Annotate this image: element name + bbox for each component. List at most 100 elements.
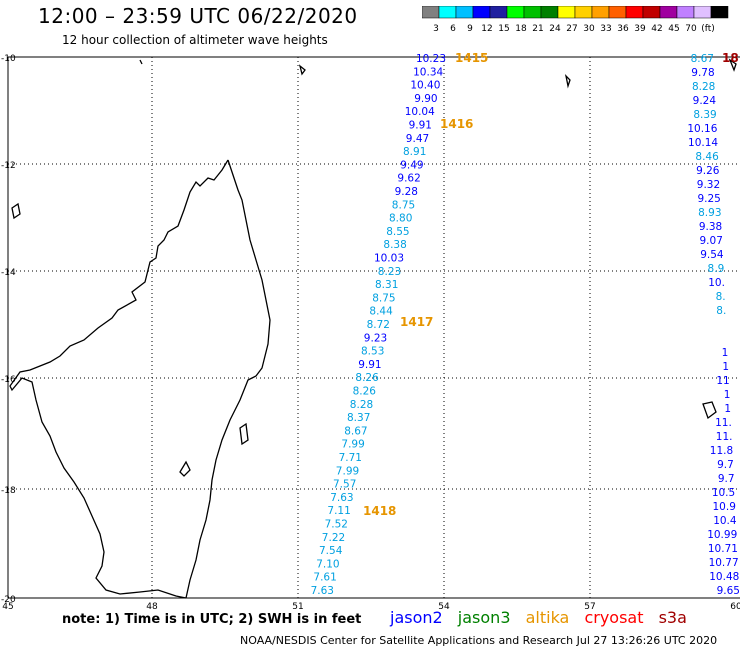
colorbar-label: 39 xyxy=(634,24,646,34)
swh-value: 9.54 xyxy=(700,249,724,261)
swh-value: 9.47 xyxy=(406,133,429,145)
lat-label: -16 xyxy=(1,375,16,385)
swh-value: 8.67 xyxy=(344,425,367,437)
swh-value: 7.11 xyxy=(327,505,350,517)
colorbar-label: 33 xyxy=(600,24,611,34)
lat-label: -18 xyxy=(1,486,16,496)
swh-value: 8.39 xyxy=(693,109,716,121)
swh-value: 9.91 xyxy=(409,120,432,132)
swh-value: 10.9 xyxy=(713,501,736,513)
swh-value: 10.99 xyxy=(707,529,737,541)
swh-value: 10.71 xyxy=(708,543,738,555)
swh-value: 11. xyxy=(715,417,732,429)
lat-label: -12 xyxy=(1,161,16,171)
swh-value: 10.16 xyxy=(687,123,717,135)
swh-value: 10.4 xyxy=(713,515,737,527)
swh-value: 10.5 xyxy=(712,487,735,499)
swh-value: 8.55 xyxy=(386,226,409,238)
swh-value: 10. xyxy=(708,277,725,289)
swh-value: 7.52 xyxy=(325,519,348,531)
colorbar-label: 24 xyxy=(549,24,561,34)
swh-value: 7.54 xyxy=(319,545,343,557)
swh-value: 7.63 xyxy=(311,585,334,597)
swh-value: 8.23 xyxy=(378,266,401,278)
colorbar-swatch xyxy=(710,6,729,19)
swh-value: 9.32 xyxy=(697,179,720,191)
swh-value: 9.25 xyxy=(697,193,720,205)
lon-label: 54 xyxy=(438,602,450,610)
swh-value: 11 xyxy=(716,375,729,387)
swh-value: 8.31 xyxy=(375,279,398,291)
pass-label-18: 18 xyxy=(722,51,739,65)
swh-value: 9.90 xyxy=(414,93,437,105)
colorbar-label: 21 xyxy=(532,24,543,34)
swh-value: 8.75 xyxy=(372,292,395,304)
swh-value: 8.80 xyxy=(389,213,412,225)
lon-label: 51 xyxy=(292,602,303,610)
swh-value: 7.71 xyxy=(339,452,362,464)
swh-value: 7.10 xyxy=(316,558,339,570)
units-note: note: 1) Time is in UTC; 2) SWH is in fe… xyxy=(62,612,362,627)
swh-value: 7.22 xyxy=(322,532,345,544)
swh-value: 9.28 xyxy=(395,186,418,198)
lat-label: -10 xyxy=(1,54,16,64)
lon-label: 60 xyxy=(730,602,740,610)
pass-label-1418: 1418 xyxy=(363,504,396,518)
swh-value: 7.99 xyxy=(341,439,364,451)
swh-value: 8.72 xyxy=(367,319,390,331)
legend-cryosat: cryosat xyxy=(584,608,644,627)
swh-value: 8. xyxy=(716,291,726,303)
colorbar-label: (ft) xyxy=(701,24,715,34)
pass-label-1417: 1417 xyxy=(400,315,433,329)
swh-value: 10.77 xyxy=(709,557,739,569)
colorbar-label: 18 xyxy=(515,24,527,34)
swh-value: 7.57 xyxy=(333,479,356,491)
swh-value: 8.44 xyxy=(369,306,393,318)
swh-value: 11. xyxy=(716,431,733,443)
swh-value: 10.48 xyxy=(709,571,739,583)
swh-value: 9.65 xyxy=(717,585,740,597)
swh-value: 1 xyxy=(722,347,729,359)
map-frame xyxy=(7,56,740,599)
colorbar-label: 36 xyxy=(617,24,629,34)
colorbar-label: 6 xyxy=(450,24,456,34)
map-title: 12:00 – 23:59 UTC 06/22/2020 xyxy=(38,4,358,28)
swh-value: 8.28 xyxy=(350,399,373,411)
legend-jason2: jason2 xyxy=(390,608,443,627)
credit-line: NOAA/NESDIS Center for Satellite Applica… xyxy=(240,634,718,647)
swh-value: 1 xyxy=(724,389,731,401)
swh-value: 8.46 xyxy=(695,151,719,163)
swh-value: 8.9 xyxy=(708,263,725,275)
swh-value: 10.14 xyxy=(688,137,718,149)
swh-value: 9.23 xyxy=(364,332,387,344)
swh-value: 11.8 xyxy=(710,445,733,457)
swh-value: 9.78 xyxy=(691,67,714,79)
madagascar-coastline xyxy=(9,58,737,599)
swh-value: 9.62 xyxy=(397,173,420,185)
swh-value: 9.24 xyxy=(693,95,717,107)
swh-value: 8.26 xyxy=(353,386,377,398)
swh-value: 9.26 xyxy=(696,165,720,177)
legend-s3a: s3a xyxy=(658,608,687,627)
colorbar-label: 3 xyxy=(433,24,439,34)
swh-value: 8.38 xyxy=(383,239,406,251)
pass-label-1416: 1416 xyxy=(440,117,473,131)
swh-value: 9.7 xyxy=(718,473,735,485)
lat-label: -20 xyxy=(1,595,16,605)
swh-value: 8.67 xyxy=(691,53,714,65)
lon-label: 48 xyxy=(146,602,158,610)
colorbar-label: 12 xyxy=(481,24,492,34)
swh-value: 1 xyxy=(724,403,731,415)
colorbar-label: 9 xyxy=(467,24,473,34)
colorbar-label: 45 xyxy=(668,24,679,34)
colorbar-label: 30 xyxy=(583,24,595,34)
swh-value: 9.91 xyxy=(358,359,381,371)
swh-value: 7.99 xyxy=(336,465,359,477)
swh-value: 10.34 xyxy=(413,66,443,78)
swh-value: 8. xyxy=(716,305,726,317)
satellite-legend: jason2 jason3 altika cryosat s3a xyxy=(390,608,697,627)
map-subtitle: 12 hour collection of altimeter wave hei… xyxy=(62,33,328,47)
swh-value: 7.61 xyxy=(313,572,336,584)
